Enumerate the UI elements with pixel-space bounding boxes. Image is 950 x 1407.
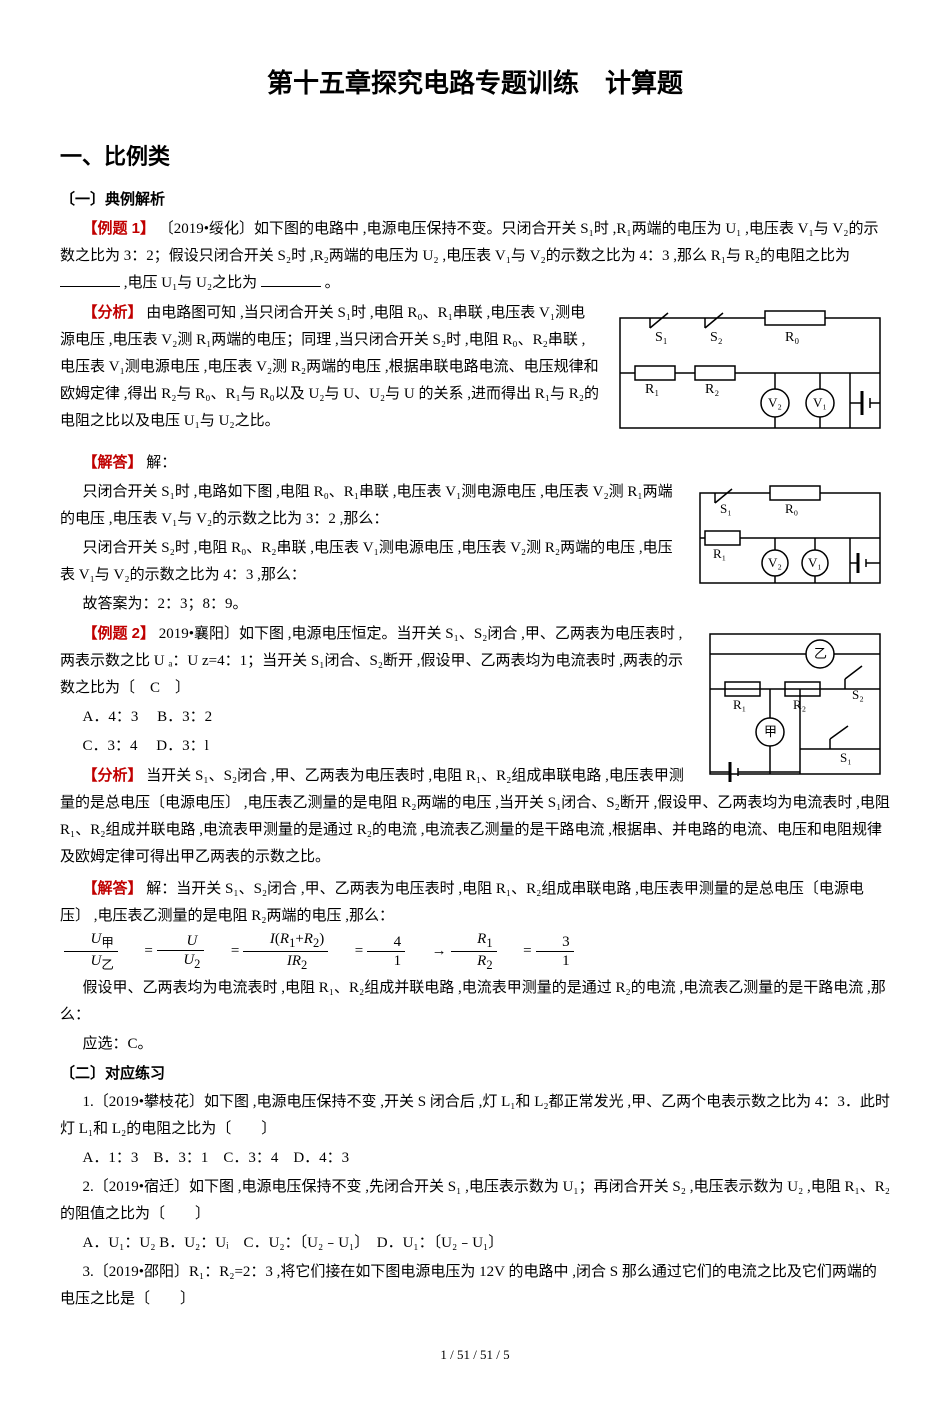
svg-text:R₀: R₀ [785,501,798,516]
opt-d: D．3：l [156,738,209,754]
svg-text:V₁: V₁ [813,395,827,410]
svg-text:S₁: S₁ [655,330,668,345]
question-2: 2.〔2019•宿迁〕如下图 ,电源电压保持不变 ,先闭合开关 S₁ ,电压表示… [60,1174,890,1228]
circuit-diagram-1: S₁ S₂ R₀ R₁ R₂ V₂ V₁ [610,303,890,443]
analysis-label-2: 【分析】 [83,767,143,784]
svg-text:S₂: S₂ [710,330,723,345]
svg-text:甲: 甲 [764,724,777,739]
equation-line: U甲U乙 = UU2 = I(R1+R2)IR2 = 41 → R1R2 = 3… [64,930,574,973]
question-3: 3.〔2019•邵阳〕R₁：R₂=2：3 ,将它们接在如下图电源电压为 12V … [60,1259,890,1313]
svg-text:S₁: S₁ [840,750,852,765]
example-1-label: 【例题 1】 [83,220,156,237]
answer-intro: 解： [146,455,176,471]
subsection-label: 〔一〕典例解析 [60,186,890,213]
example-1-text-c: 。 [325,275,340,291]
subsection-2-label: 〔二〕对应练习 [60,1060,890,1087]
answer-label: 【解答】 [83,454,143,471]
question-1-options: A．1：3 B．3：1 C．3：4 D．4：3 [60,1145,890,1172]
svg-text:R₀: R₀ [785,330,799,345]
svg-text:V₂: V₂ [768,395,782,410]
svg-text:R₁: R₁ [645,382,659,397]
svg-text:S₂: S₂ [852,687,864,702]
example-1: 【例题 1】 〔2019•绥化〕如下图的电路中 ,电源电压保持不变。只闭合开关 … [60,215,890,297]
example-1-answer-head: 【解答】 解： [60,449,890,477]
circuit-diagram-3: 乙 R₁ R₂ S₂ 甲 S₁ [700,624,890,784]
example-2-answer-text1: 解：当开关 S₁、S₂闭合 ,甲、乙两表为电压表时 ,电阻 R₁、R₂组成串联电… [60,881,864,924]
svg-text:R₁: R₁ [713,546,726,561]
svg-text:R₂: R₂ [793,697,806,712]
svg-text:乙: 乙 [814,646,827,661]
section-heading: 一、比例类 [60,137,890,177]
answer-label-2: 【解答】 [83,880,143,897]
page-number: 1 / 51 / 51 / 5 [60,1343,890,1366]
opt-a: A．4：3 [83,709,139,725]
example-2-label: 【例题 2】 [83,625,156,642]
opt-c: C．3：4 [83,738,138,754]
example-2-answer-p3: 应选：C。 [60,1031,890,1058]
svg-text:V₂: V₂ [768,555,782,570]
example-1-text-a: 〔2019•绥化〕如下图的电路中 ,电源电压保持不变。只闭合开关 S₁时 ,R₁… [60,221,879,264]
blank-1 [60,271,120,287]
example-2-answer-p2: 假设甲、乙两表均为电流表时 ,电阻 R₁、R₂组成并联电路 ,电流表甲测量的是通… [60,975,890,1029]
analysis-label: 【分析】 [83,304,143,321]
svg-text:V₁: V₁ [808,555,822,570]
svg-text:R₁: R₁ [733,697,746,712]
example-1-answer-p3: 故答案为：2：3；8：9。 [60,591,890,618]
circuit-diagram-2: S₁ R₀ R₁ V₂ V₁ [690,483,890,593]
example-1-analysis-text: 由电路图可知 ,当只闭合开关 S₁时 ,电阻 R₀、R₁串联 ,电压表 V₁测电… [60,305,599,429]
page-title: 第十五章探究电路专题训练 计算题 [60,60,890,107]
svg-text:R₂: R₂ [705,382,719,397]
blank-2 [261,271,321,287]
opt-b: B．3：2 [157,709,212,725]
question-2-options: A．U₁：U₂ B．U₂：Uᵢ C．U₂：〔U₂﹣U₁〕 D．U₁：〔U₂﹣U₁… [60,1230,890,1257]
example-1-text-b: ,电压 U₁与 U₂之比为 [124,275,257,291]
question-1: 1.〔2019•攀枝花〕如下图 ,电源电压保持不变 ,开关 S 闭合后 ,灯 L… [60,1089,890,1143]
example-2-answer-p1: 【解答】 解：当开关 S₁、S₂闭合 ,甲、乙两表为电压表时 ,电阻 R₁、R₂… [60,875,890,973]
svg-text:S₁: S₁ [720,501,732,516]
